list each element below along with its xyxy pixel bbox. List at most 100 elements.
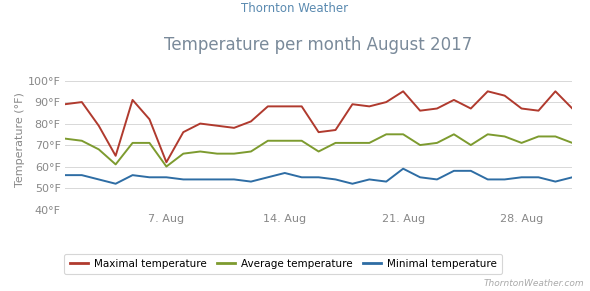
Minimal temperature <box>417 175 424 179</box>
Minimal temperature <box>231 178 238 181</box>
Average temperature <box>95 148 102 151</box>
Minimal temperature <box>281 171 289 175</box>
Minimal temperature <box>332 178 339 181</box>
Maximal temperature <box>112 154 119 157</box>
Minimal temperature <box>264 175 271 179</box>
Maximal temperature <box>399 90 407 93</box>
Maximal temperature <box>434 107 441 110</box>
Minimal temperature <box>196 178 204 181</box>
Maximal temperature <box>535 109 542 112</box>
Average temperature <box>78 139 86 143</box>
Minimal temperature <box>399 167 407 171</box>
Minimal temperature <box>450 169 457 173</box>
Average temperature <box>315 150 322 153</box>
Maximal temperature <box>298 105 305 108</box>
Legend: Maximal temperature, Average temperature, Minimal temperature: Maximal temperature, Average temperature… <box>64 254 502 274</box>
Maximal temperature <box>518 107 525 110</box>
Minimal temperature <box>552 180 559 183</box>
Minimal temperature <box>146 175 153 179</box>
Maximal temperature <box>417 109 424 112</box>
Average temperature <box>383 133 390 136</box>
Average temperature <box>298 139 305 143</box>
Maximal temperature <box>366 105 373 108</box>
Minimal temperature <box>467 169 474 173</box>
Maximal temperature <box>163 161 170 164</box>
Maximal temperature <box>349 102 356 106</box>
Average temperature <box>112 163 119 166</box>
Average temperature <box>450 133 457 136</box>
Average temperature <box>214 152 221 155</box>
Average temperature <box>399 133 407 136</box>
Average temperature <box>231 152 238 155</box>
Minimal temperature <box>484 178 491 181</box>
Maximal temperature <box>231 126 238 129</box>
Maximal temperature <box>95 124 102 127</box>
Average temperature <box>264 139 271 143</box>
Average temperature <box>467 143 474 147</box>
Maximal temperature <box>214 124 221 127</box>
Maximal temperature <box>315 130 322 134</box>
Minimal temperature <box>214 178 221 181</box>
Average temperature <box>349 141 356 145</box>
Line: Average temperature: Average temperature <box>65 134 572 166</box>
Text: Thornton Weather: Thornton Weather <box>241 1 349 15</box>
Average temperature <box>332 141 339 145</box>
Title: Temperature per month August 2017: Temperature per month August 2017 <box>165 36 473 54</box>
Maximal temperature <box>467 107 474 110</box>
Minimal temperature <box>501 178 508 181</box>
Minimal temperature <box>518 175 525 179</box>
Minimal temperature <box>163 175 170 179</box>
Maximal temperature <box>146 118 153 121</box>
Average temperature <box>434 141 441 145</box>
Average temperature <box>281 139 289 143</box>
Maximal temperature <box>383 100 390 104</box>
Average temperature <box>146 141 153 145</box>
Average temperature <box>417 143 424 147</box>
Maximal temperature <box>450 98 457 102</box>
Minimal temperature <box>180 178 187 181</box>
Minimal temperature <box>383 180 390 183</box>
Maximal temperature <box>129 98 136 102</box>
Minimal temperature <box>247 180 254 183</box>
Maximal temperature <box>264 105 271 108</box>
Minimal temperature <box>349 182 356 185</box>
Average temperature <box>501 135 508 138</box>
Average temperature <box>61 137 68 140</box>
Minimal temperature <box>129 173 136 177</box>
Average temperature <box>247 150 254 153</box>
Minimal temperature <box>315 175 322 179</box>
Average temperature <box>180 152 187 155</box>
Maximal temperature <box>196 122 204 125</box>
Average temperature <box>163 165 170 168</box>
Minimal temperature <box>78 173 86 177</box>
Maximal temperature <box>180 130 187 134</box>
Average temperature <box>129 141 136 145</box>
Average temperature <box>484 133 491 136</box>
Line: Maximal temperature: Maximal temperature <box>65 91 572 162</box>
Average temperature <box>535 135 542 138</box>
Minimal temperature <box>535 175 542 179</box>
Line: Minimal temperature: Minimal temperature <box>65 169 572 184</box>
Minimal temperature <box>112 182 119 185</box>
Maximal temperature <box>569 107 576 110</box>
Maximal temperature <box>332 128 339 132</box>
Maximal temperature <box>552 90 559 93</box>
Y-axis label: Temperature (°F): Temperature (°F) <box>15 92 25 187</box>
Average temperature <box>552 135 559 138</box>
Minimal temperature <box>366 178 373 181</box>
Average temperature <box>569 141 576 145</box>
Maximal temperature <box>78 100 86 104</box>
Maximal temperature <box>501 94 508 97</box>
Average temperature <box>366 141 373 145</box>
Minimal temperature <box>569 175 576 179</box>
Average temperature <box>518 141 525 145</box>
Maximal temperature <box>61 102 68 106</box>
Minimal temperature <box>298 175 305 179</box>
Text: ThorntonWeather.com: ThorntonWeather.com <box>483 279 584 288</box>
Maximal temperature <box>281 105 289 108</box>
Maximal temperature <box>484 90 491 93</box>
Minimal temperature <box>434 178 441 181</box>
Average temperature <box>196 150 204 153</box>
Maximal temperature <box>247 120 254 123</box>
Minimal temperature <box>61 173 68 177</box>
